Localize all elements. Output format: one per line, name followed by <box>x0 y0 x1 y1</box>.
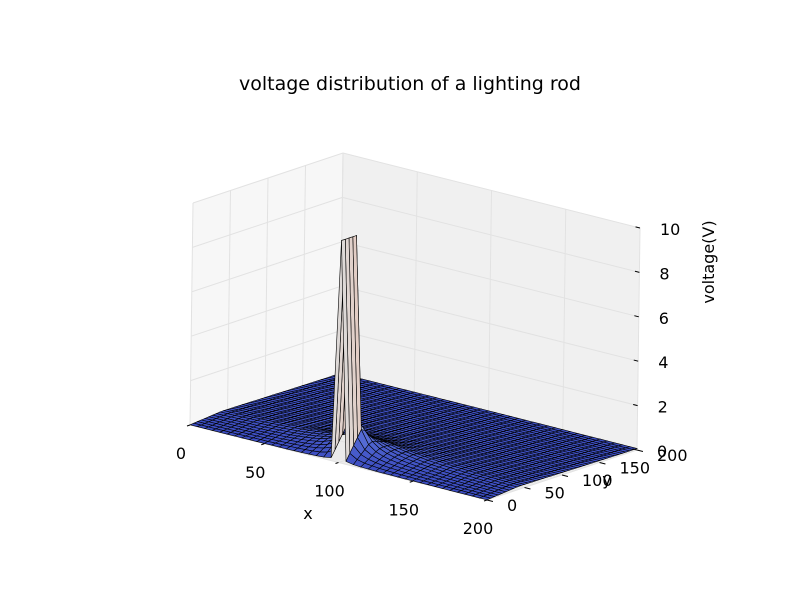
z-tick-label: 4 <box>658 353 668 372</box>
x-tick-label: 200 <box>463 519 494 538</box>
z-tick-label: 0 <box>657 442 667 461</box>
z-tick <box>632 448 638 451</box>
grid-x-back <box>636 227 641 451</box>
y-tick <box>524 487 531 490</box>
grid-y-left <box>227 190 231 413</box>
z-tick-label: 2 <box>658 398 668 417</box>
y-tick-label: 0 <box>507 496 517 515</box>
z-tick <box>634 270 640 273</box>
x-tick <box>409 480 413 483</box>
grid-y-left <box>189 202 194 426</box>
z-tick <box>634 315 639 318</box>
grid-z-back <box>340 330 638 407</box>
grid-z-left <box>192 152 344 204</box>
x-tick <box>186 424 191 427</box>
x-axis-label: x <box>303 504 312 523</box>
chart-title: voltage distribution of a lighting rod <box>239 73 581 95</box>
surface-plot <box>189 235 639 501</box>
grid-z-back <box>341 241 639 318</box>
x-tick <box>261 443 265 446</box>
grid-z-back <box>342 152 641 229</box>
y-tick <box>636 449 644 452</box>
grid-z-left <box>190 330 341 382</box>
grid-z-left <box>191 285 342 337</box>
z-tick <box>635 226 641 229</box>
grid-z-left <box>192 196 343 248</box>
y-tick-label: 200 <box>657 446 688 465</box>
x-tick-label: 100 <box>314 482 345 501</box>
z-tick-label: 6 <box>659 309 669 328</box>
y-axis-label: y <box>602 470 611 489</box>
z-tick-label: 8 <box>659 264 669 283</box>
y-tick-label: 150 <box>620 459 651 478</box>
x-tick <box>335 462 339 464</box>
x-tick-label: 50 <box>245 463 265 482</box>
grid-z-left <box>191 241 342 293</box>
z-axis-label: voltage(V) <box>699 220 718 303</box>
y-tick <box>486 499 494 502</box>
y-tick <box>561 474 569 477</box>
grid-z-back <box>342 196 640 273</box>
x-tick <box>483 499 488 502</box>
grid-y-left <box>264 177 269 401</box>
grid-z-back <box>341 285 639 362</box>
y-tick <box>599 462 606 465</box>
z-tick <box>633 403 638 407</box>
z-tick-label: 10 <box>660 220 680 239</box>
grid-x-back <box>488 190 492 413</box>
tick-marks <box>186 226 644 502</box>
grid-y-left <box>302 165 306 388</box>
surface-patch <box>478 495 492 501</box>
grid-x-back <box>413 171 418 394</box>
y-tick-label: 100 <box>582 471 613 490</box>
x-tick-label: 0 <box>176 444 186 463</box>
z-tick <box>633 359 639 362</box>
y-tick-label: 50 <box>545 484 565 503</box>
grid-x-back <box>562 209 567 432</box>
x-tick-label: 150 <box>388 500 419 519</box>
